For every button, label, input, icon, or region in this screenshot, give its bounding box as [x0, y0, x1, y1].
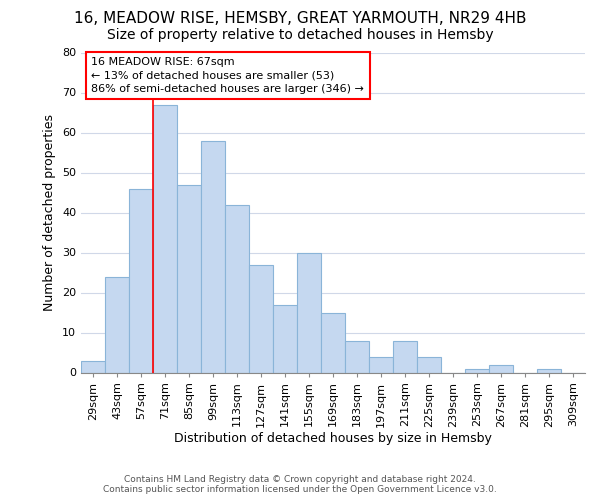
Bar [417, 356, 441, 372]
Bar [345, 340, 369, 372]
Bar [201, 140, 225, 372]
Bar [297, 252, 321, 372]
Bar [129, 188, 153, 372]
Bar [393, 340, 417, 372]
Bar [177, 184, 201, 372]
Bar [105, 276, 129, 372]
Text: Size of property relative to detached houses in Hemsby: Size of property relative to detached ho… [107, 28, 493, 42]
Bar [537, 368, 561, 372]
Bar [273, 304, 297, 372]
Bar [369, 356, 393, 372]
Bar [249, 264, 273, 372]
Bar [489, 364, 513, 372]
Bar [321, 312, 345, 372]
Text: 16, MEADOW RISE, HEMSBY, GREAT YARMOUTH, NR29 4HB: 16, MEADOW RISE, HEMSBY, GREAT YARMOUTH,… [74, 11, 526, 26]
Text: 16 MEADOW RISE: 67sqm
← 13% of detached houses are smaller (53)
86% of semi-deta: 16 MEADOW RISE: 67sqm ← 13% of detached … [91, 58, 364, 94]
Text: Contains HM Land Registry data © Crown copyright and database right 2024.
Contai: Contains HM Land Registry data © Crown c… [103, 474, 497, 494]
Bar [225, 204, 249, 372]
X-axis label: Distribution of detached houses by size in Hemsby: Distribution of detached houses by size … [174, 432, 492, 445]
Y-axis label: Number of detached properties: Number of detached properties [43, 114, 56, 311]
Bar [153, 104, 177, 372]
Bar [81, 360, 105, 372]
Bar [465, 368, 489, 372]
